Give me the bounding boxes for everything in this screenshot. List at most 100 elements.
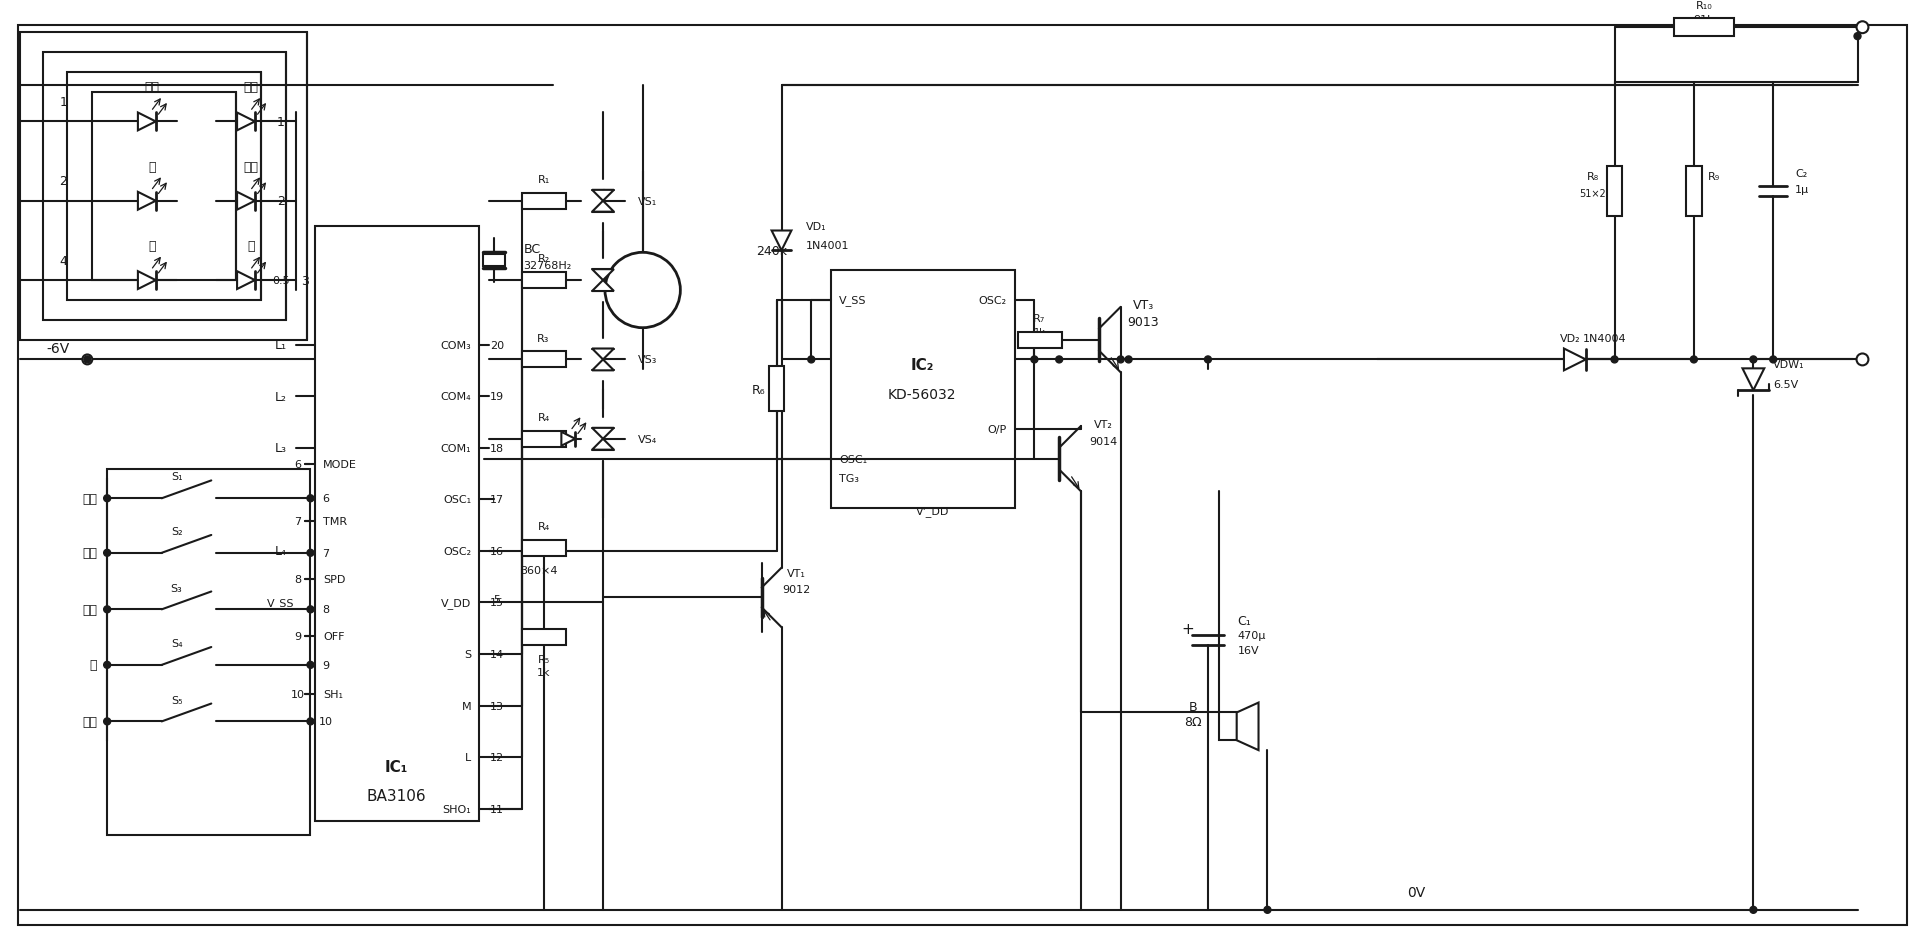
Text: 2: 2 [60,175,67,188]
Bar [316,227,479,821]
Polygon shape [593,360,614,371]
Text: VS₁: VS₁ [637,197,656,207]
Bar [1018,332,1063,348]
Circle shape [104,549,110,557]
Text: IC₂: IC₂ [911,358,934,373]
Text: COM₄: COM₄ [441,391,472,402]
Text: R₁: R₁ [537,175,551,184]
Bar [1607,167,1623,216]
Circle shape [104,495,110,503]
Text: 13: 13 [489,701,504,710]
Circle shape [306,662,314,668]
Circle shape [104,662,110,668]
Text: 1: 1 [60,96,67,109]
Text: R₈: R₈ [1586,172,1600,182]
Text: M: M [633,276,653,295]
Text: S: S [464,650,472,659]
Text: R₃: R₃ [537,333,551,344]
Circle shape [1032,357,1038,363]
Text: 6: 6 [295,459,300,469]
Polygon shape [237,113,254,131]
Text: 16V: 16V [1238,645,1259,655]
Text: 睡眠: 睡眠 [144,81,160,95]
Text: 7: 7 [295,517,300,527]
Text: 11: 11 [489,804,504,813]
Text: ~: ~ [635,292,649,310]
Bar [67,73,262,300]
Text: R₉: R₉ [1707,172,1719,182]
Text: 风速: 风速 [83,603,98,616]
Circle shape [1856,354,1869,366]
Circle shape [306,549,314,557]
Text: 1N4004: 1N4004 [1582,333,1627,344]
Text: SHO₁: SHO₁ [443,804,472,813]
Text: 10: 10 [291,689,304,699]
Bar [1219,712,1236,740]
Text: KD-56032: KD-56032 [887,388,957,402]
Circle shape [1055,357,1063,363]
Circle shape [1690,357,1698,363]
Text: VD₂: VD₂ [1559,333,1580,344]
Circle shape [808,357,814,363]
Polygon shape [139,113,156,131]
Bar [1686,167,1702,216]
Text: VT₃: VT₃ [1132,300,1155,312]
Text: 1k: 1k [1034,328,1045,337]
Circle shape [1750,906,1758,914]
Text: 中: 中 [148,240,156,253]
Bar [108,469,310,836]
Polygon shape [139,193,156,211]
Text: V'_DD: V'_DD [916,505,949,516]
Text: OSC₂: OSC₂ [978,296,1007,305]
Text: 20: 20 [489,340,504,350]
Text: VS₂: VS₂ [637,276,656,285]
Text: 1μ: 1μ [1794,184,1810,195]
Text: 风类: 风类 [83,492,98,505]
Text: S₁: S₁ [171,472,183,482]
Bar [522,273,566,288]
Text: OSC₁: OSC₁ [443,495,472,505]
Text: VD₁: VD₁ [807,221,828,231]
Text: -6V: -6V [46,341,69,355]
Text: R₆: R₆ [753,383,766,396]
Text: 240k: 240k [757,244,787,257]
Bar [19,33,308,340]
Text: 9: 9 [321,660,329,670]
Text: V_DD: V_DD [441,597,472,608]
Text: S₅: S₅ [171,695,183,705]
Text: SH₁: SH₁ [323,689,343,699]
Text: 强: 强 [148,160,156,173]
Text: TMR: TMR [323,517,348,527]
Text: VDW₁: VDW₁ [1773,360,1806,370]
Text: BC: BC [524,242,541,256]
Text: +: + [1182,621,1195,636]
Text: VT₁: VT₁ [787,568,807,578]
Circle shape [604,253,680,329]
Text: 18: 18 [489,444,504,453]
Text: S₄: S₄ [171,638,183,649]
Circle shape [306,495,314,503]
Text: R₅: R₅ [537,654,549,665]
Circle shape [1124,357,1132,363]
Bar [42,53,285,320]
Circle shape [1611,357,1619,363]
Polygon shape [593,439,614,450]
Text: OFF: OFF [323,632,345,641]
Circle shape [83,355,92,365]
Text: COM₁: COM₁ [441,444,472,453]
Polygon shape [772,231,791,251]
Text: OSC₁: OSC₁ [839,454,866,464]
Text: 16: 16 [489,547,504,556]
Circle shape [1265,906,1271,914]
Text: VT₂: VT₂ [1095,419,1113,430]
Text: 1N4001: 1N4001 [807,241,849,251]
Text: 8: 8 [321,605,329,615]
Text: 6: 6 [321,493,329,504]
Circle shape [306,607,314,613]
Circle shape [104,607,110,613]
Text: C₁: C₁ [1238,614,1251,627]
Circle shape [104,718,110,725]
Bar [522,352,566,368]
Circle shape [1856,22,1869,34]
Bar [522,431,566,447]
